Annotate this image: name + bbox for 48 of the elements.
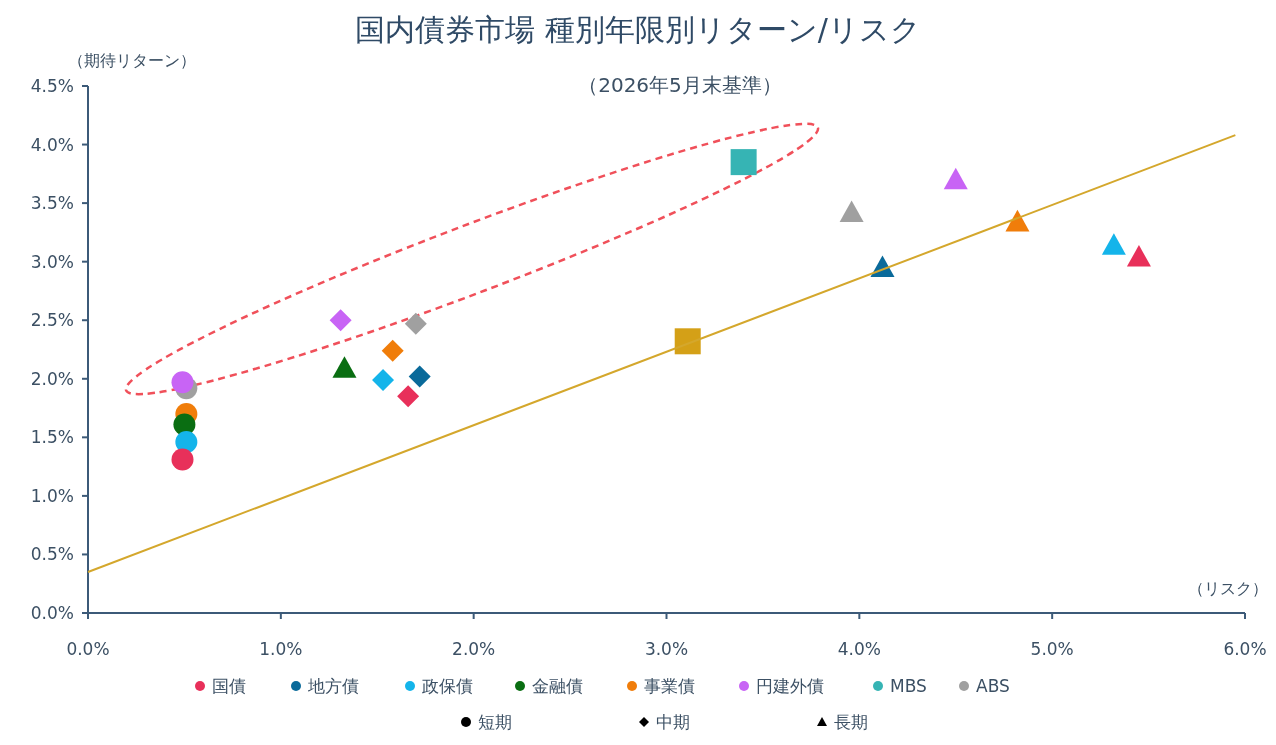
point	[397, 385, 420, 408]
y-tick-label: 3.0%	[30, 251, 74, 272]
y-tick-label: 3.5%	[30, 193, 74, 214]
legend-label: MBS	[890, 676, 927, 696]
legend-label: 金融債	[532, 676, 583, 696]
y-tick-label: 1.5%	[30, 427, 74, 448]
legend-label: 政保債	[422, 676, 473, 696]
x-tick-label: 3.0%	[644, 639, 689, 659]
legend-label: ABS	[976, 676, 1010, 696]
y-tick-label: 4.5%	[30, 76, 74, 96]
point	[175, 431, 198, 454]
legend-label: 長期	[834, 712, 868, 732]
x-axis-title: （リスク）	[1188, 579, 1268, 598]
point	[171, 371, 194, 394]
point	[332, 356, 357, 378]
y-tick-label: 2.5%	[30, 310, 74, 331]
legend-label: 事業債	[644, 676, 695, 696]
chart-subtitle: （2026年5月末基準）	[578, 73, 782, 97]
y-tick-label: 0.0%	[30, 603, 74, 623]
chart-title: 国内債券市場 種別年限別リターン/リスク	[355, 12, 921, 47]
legend-label: 国債	[212, 676, 246, 696]
x-tick-label: 0.0%	[66, 639, 110, 659]
x-tick-label: 2.0%	[452, 639, 496, 659]
point	[329, 309, 352, 332]
point	[1126, 244, 1151, 267]
point	[404, 312, 427, 335]
y-tick-label: 1.0%	[30, 485, 74, 506]
point	[372, 368, 395, 391]
point	[674, 328, 701, 355]
y-tick-label: 0.5%	[30, 544, 74, 565]
y-tick-label: 4.0%	[30, 134, 74, 155]
y-tick-label: 2.0%	[30, 368, 74, 389]
point	[1101, 233, 1126, 255]
legend-label: 円建外債	[756, 676, 824, 696]
point	[381, 339, 404, 362]
point	[171, 448, 194, 471]
y-axis-title: （期待リターン）	[68, 51, 196, 70]
legend-label: 地方債	[307, 676, 359, 696]
point	[943, 167, 968, 190]
legend-label: 中期	[656, 712, 690, 732]
x-tick-label: 4.0%	[837, 639, 881, 659]
x-tick-label: 5.0%	[1030, 639, 1074, 659]
legend-label: 短期	[478, 712, 512, 732]
point	[730, 149, 757, 176]
x-tick-label: 1.0%	[259, 639, 303, 659]
point	[408, 365, 431, 388]
x-tick-label: 6.0%	[1223, 639, 1267, 659]
point	[839, 200, 864, 223]
